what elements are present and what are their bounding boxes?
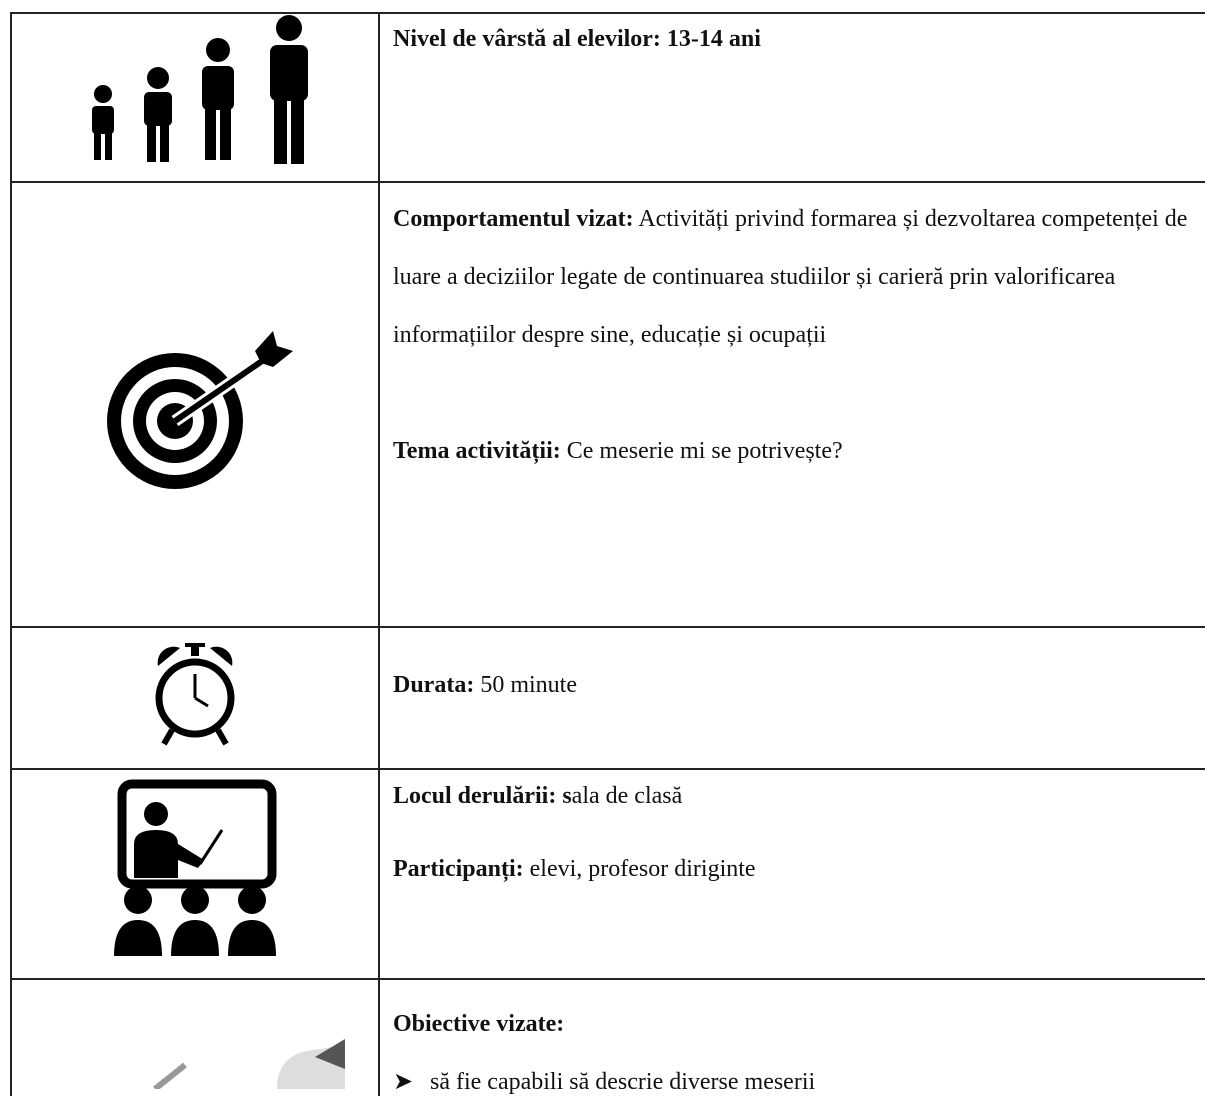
row: Locul derulării: sala de clasă Participa… bbox=[10, 768, 1205, 979]
people-icon bbox=[92, 15, 308, 164]
activity-table: Nivel de vârstă al elevilor: 13-14 ani C… bbox=[10, 12, 1205, 1096]
label: Participanți: bbox=[393, 856, 524, 882]
icon-cell bbox=[10, 978, 380, 1096]
bullet-item: ➤ să fie capabili să descrie diverse mese… bbox=[393, 1069, 816, 1095]
icon-cell bbox=[10, 768, 380, 979]
text-cell: Locul derulării: sala de clasă Participa… bbox=[379, 768, 1205, 979]
objectives-image bbox=[153, 1039, 345, 1092]
label: Comportamentul vizat: bbox=[393, 206, 634, 232]
label: Locul derulării: s bbox=[393, 783, 572, 809]
clock-icon bbox=[155, 642, 235, 745]
row: Obiective vizate: ➤ să fie capabili să de… bbox=[10, 978, 1205, 1096]
text: să fie capabili să descrie diverse meser… bbox=[430, 1069, 816, 1095]
text-cell: Comportamentul vizat: Activități privind… bbox=[379, 181, 1205, 627]
icon-cell bbox=[10, 12, 380, 182]
label: Tema activității: bbox=[393, 438, 561, 464]
text-cell: Durata: 50 minute bbox=[379, 626, 1205, 769]
text: ala de clasă bbox=[571, 783, 683, 809]
label: Obiective vizate: bbox=[393, 1011, 565, 1037]
icon-cell bbox=[10, 181, 380, 627]
classroom-icon bbox=[114, 779, 277, 956]
text-cell: Nivel de vârstă al elevilor: 13-14 ani bbox=[379, 12, 1205, 182]
text: 50 minute bbox=[480, 672, 577, 698]
row: Nivel de vârstă al elevilor: 13-14 ani bbox=[10, 12, 1205, 182]
target-icon bbox=[107, 331, 293, 489]
label: Nivel de vârstă al elevilor: 13-14 ani bbox=[393, 26, 761, 52]
text: elevi, profesor diriginte bbox=[529, 856, 756, 882]
text: Activități privind formarea și dezvoltar… bbox=[393, 206, 1188, 348]
text-cell: Obiective vizate: ➤ să fie capabili să de… bbox=[379, 978, 1205, 1096]
text: Ce meserie mi se potrivește? bbox=[566, 438, 843, 464]
row: Durata: 50 minute bbox=[10, 626, 1205, 769]
label: Durata: bbox=[393, 672, 475, 698]
icon-cell bbox=[10, 626, 380, 769]
row: Comportamentul vizat: Activități privind… bbox=[10, 181, 1205, 627]
